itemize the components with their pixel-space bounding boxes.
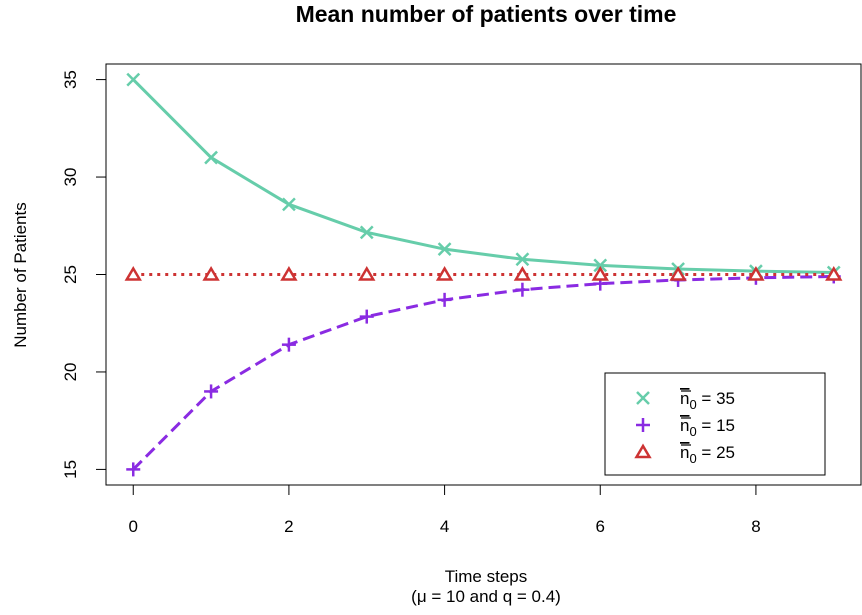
legend-marker-0 (636, 391, 650, 405)
x-axis: 0 2 4 6 8 (129, 484, 761, 536)
legend-marker-2 (634, 443, 652, 459)
series-0 (126, 72, 841, 280)
data-point-0-3 (359, 225, 374, 240)
data-point-0-2 (282, 197, 296, 212)
y-tick-label: 30 (61, 168, 80, 187)
data-point-1-2 (281, 337, 296, 352)
legend: n0 = 35 n0 = 15 n0 = 25 (604, 372, 826, 476)
y-tick-label: 15 (61, 460, 80, 479)
x-tick-label: 8 (751, 517, 760, 536)
data-point-0-0 (126, 72, 141, 87)
y-tick-label: 25 (61, 265, 80, 284)
x-tick-label: 4 (440, 517, 449, 536)
data-point-1-1 (204, 384, 219, 399)
data-point-0-6 (593, 258, 608, 273)
series-2 (124, 266, 843, 281)
series-line-0 (132, 78, 834, 275)
y-axis-label: Number of Patients (11, 202, 30, 348)
data-point-2-3 (358, 266, 376, 281)
data-point-0-4 (437, 242, 452, 257)
x-axis-label: Time steps (445, 567, 528, 586)
data-point-2-9 (825, 266, 843, 281)
x-tick-label: 0 (129, 517, 138, 536)
data-point-1-5 (515, 282, 530, 297)
series-layer (124, 72, 843, 477)
legend-label-0: n0 = 35 (680, 389, 735, 412)
data-point-2-2 (280, 266, 298, 281)
y-axis: 15 20 25 30 35 (61, 70, 107, 479)
data-point-1-4 (437, 292, 452, 307)
x-axis-sublabel: (μ = 10 and q = 0.4) (411, 587, 561, 606)
legend-label-1: n0 = 15 (680, 416, 735, 439)
x-tick-label: 6 (596, 517, 605, 536)
data-point-1-3 (359, 309, 374, 324)
data-point-2-6 (591, 266, 609, 281)
legend-marker-1 (636, 418, 650, 432)
series-line-1 (132, 274, 834, 471)
data-point-2-4 (435, 266, 454, 281)
y-tick-label: 20 (61, 362, 80, 381)
data-point-2-8 (747, 266, 765, 281)
data-point-2-7 (669, 266, 687, 281)
data-point-0-5 (515, 252, 530, 267)
data-point-1-0 (126, 462, 141, 477)
y-tick-label: 35 (61, 70, 80, 89)
x-tick-label: 2 (284, 517, 293, 536)
data-point-0-1 (204, 150, 218, 165)
data-point-2-5 (513, 266, 532, 281)
chart-title: Mean number of patients over time (296, 1, 677, 27)
legend-label-2: n0 = 25 (680, 443, 735, 466)
data-point-2-0 (124, 266, 142, 281)
data-point-2-1 (202, 266, 220, 281)
